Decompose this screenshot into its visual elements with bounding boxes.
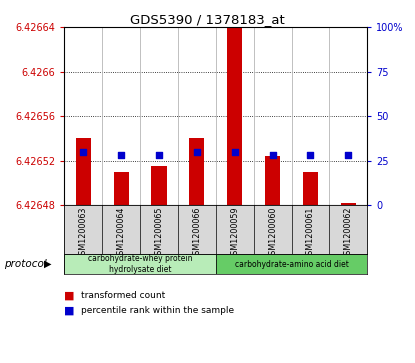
Bar <box>341 203 356 205</box>
Text: percentile rank within the sample: percentile rank within the sample <box>81 306 234 315</box>
Point <box>232 149 238 155</box>
Bar <box>64 254 216 274</box>
Text: ▶: ▶ <box>44 259 51 269</box>
Bar <box>114 172 129 205</box>
Bar <box>216 254 367 274</box>
Bar <box>76 138 91 205</box>
Point <box>307 152 314 158</box>
Text: ■: ■ <box>64 305 75 315</box>
Text: GSM1200064: GSM1200064 <box>117 207 126 260</box>
Bar <box>303 172 318 205</box>
Text: GSM1200066: GSM1200066 <box>193 207 201 260</box>
Text: ■: ■ <box>64 291 75 301</box>
Bar <box>189 138 205 205</box>
Point <box>80 149 87 155</box>
Point <box>345 152 352 158</box>
Text: protocol: protocol <box>4 259 47 269</box>
Text: GSM1200059: GSM1200059 <box>230 207 239 260</box>
Bar <box>151 166 166 205</box>
Text: GSM1200061: GSM1200061 <box>306 207 315 260</box>
Text: carbohydrate-amino acid diet: carbohydrate-amino acid diet <box>234 260 349 269</box>
Point <box>118 152 124 158</box>
Bar <box>227 0 242 205</box>
Text: GDS5390 / 1378183_at: GDS5390 / 1378183_at <box>130 13 285 26</box>
Point <box>156 152 162 158</box>
Text: GSM1200062: GSM1200062 <box>344 207 353 260</box>
Text: carbohydrate-whey protein
hydrolysate diet: carbohydrate-whey protein hydrolysate di… <box>88 254 192 274</box>
Text: transformed count: transformed count <box>81 291 165 300</box>
Text: GSM1200065: GSM1200065 <box>154 207 164 260</box>
Point <box>193 149 200 155</box>
Text: GSM1200060: GSM1200060 <box>268 207 277 260</box>
Point <box>269 152 276 158</box>
Bar <box>265 156 280 205</box>
Text: GSM1200063: GSM1200063 <box>79 207 88 260</box>
